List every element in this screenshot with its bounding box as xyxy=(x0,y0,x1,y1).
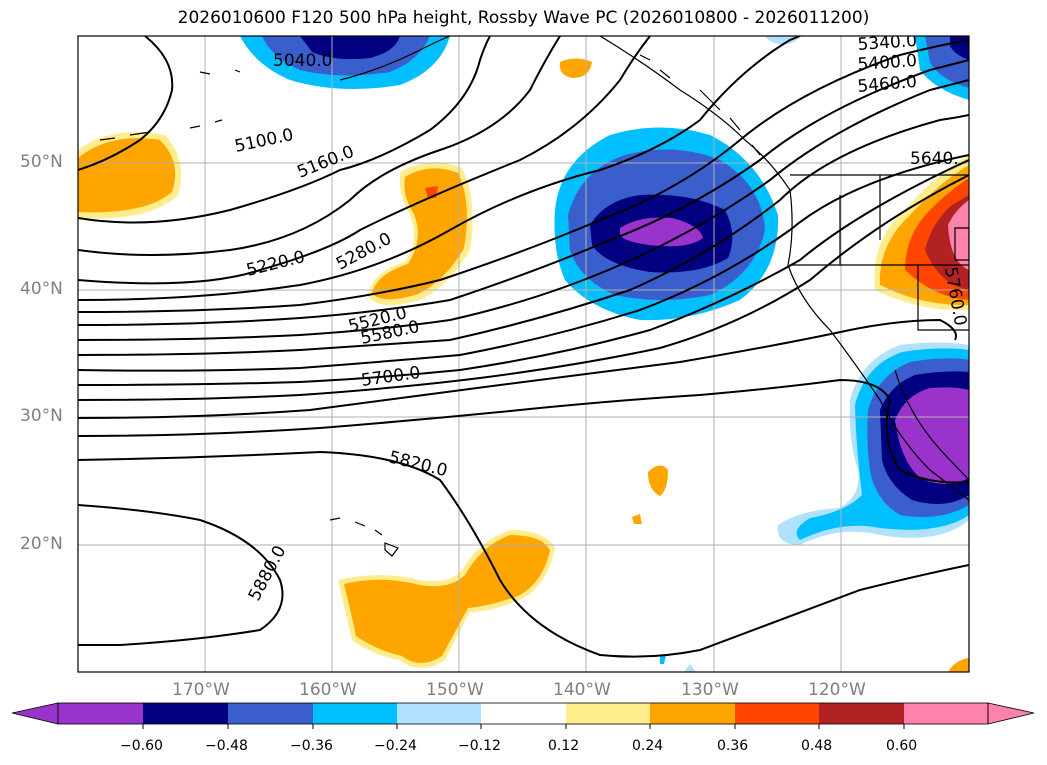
colorbar-tick-label: 0.60 xyxy=(886,738,918,754)
anomaly-shading-small-east xyxy=(648,465,668,496)
contour-label: 5400.0 xyxy=(857,51,918,75)
anomaly-shading-corner xyxy=(948,658,969,672)
map-title: 2026010600 F120 500 hPa height, Rossby W… xyxy=(177,8,870,28)
colorbar-tick-label: −0.36 xyxy=(290,738,333,754)
anomaly-shading-tiny-south xyxy=(660,655,666,664)
contour-label: 5040.0 xyxy=(273,51,332,71)
colorbar-segment xyxy=(566,703,650,724)
colorbar-segment xyxy=(819,703,904,724)
lat-label-40n: 40°N xyxy=(20,279,63,299)
colorbar-extend-left xyxy=(11,702,59,725)
colorbar-segment xyxy=(904,703,988,724)
map-frame xyxy=(77,35,970,673)
lat-label-30n: 30°N xyxy=(20,406,63,426)
anomaly-shading-tiny-south-2 xyxy=(684,664,696,672)
colorbar-segment xyxy=(397,703,481,724)
lat-label-50n: 50°N xyxy=(20,152,63,172)
coastlines xyxy=(99,36,969,557)
colorbar-extend-right xyxy=(987,702,1035,725)
contour-label: 5340.0 xyxy=(857,31,918,55)
anomaly-shading-light-north xyxy=(765,36,800,45)
colorbar xyxy=(11,702,1035,729)
colorbar-tick-label: 0.24 xyxy=(632,738,664,754)
lon-label-170w: 170°W xyxy=(172,680,230,700)
colorbar-tick-label: −0.60 xyxy=(120,738,163,754)
height-contours xyxy=(78,36,969,658)
colorbar-tick-label: −0.24 xyxy=(374,738,417,754)
colorbar-segment xyxy=(228,703,313,724)
colorbar-segment xyxy=(143,703,228,724)
lon-label-130w: 130°W xyxy=(681,680,739,700)
lon-label-160w: 160°W xyxy=(299,680,357,700)
colorbar-segment xyxy=(650,703,735,724)
colorbar-segment xyxy=(481,703,566,724)
anomaly-shading-negative-southwest xyxy=(777,342,969,545)
colorbar-tick-label: 0.48 xyxy=(801,738,833,754)
anomaly-shading-negative-alaska xyxy=(240,36,450,89)
lon-label-140w: 140°W xyxy=(553,680,611,700)
anomaly-shading-small-north xyxy=(559,58,592,78)
lon-label-120w: 120°W xyxy=(808,680,866,700)
anomaly-shading-positive-us-west xyxy=(874,155,969,311)
colorbar-tick-label: −0.12 xyxy=(458,738,501,754)
anomaly-shading-tiny xyxy=(632,514,642,524)
lat-label-20n: 20°N xyxy=(20,534,63,554)
colorbar-tick-label: 0.12 xyxy=(548,738,580,754)
anomaly-shading-positive-west xyxy=(78,132,182,219)
colorbar-segment xyxy=(58,703,143,724)
colorbar-tick-label: 0.36 xyxy=(717,738,749,754)
colorbar-tick-label: −0.48 xyxy=(205,738,248,754)
colorbar-segment xyxy=(735,703,819,724)
contour-label: 5640. xyxy=(910,149,959,169)
lon-label-150w: 150°W xyxy=(426,680,484,700)
anomaly-shading-positive-subtropical xyxy=(338,530,555,668)
colorbar-segment xyxy=(313,703,397,724)
